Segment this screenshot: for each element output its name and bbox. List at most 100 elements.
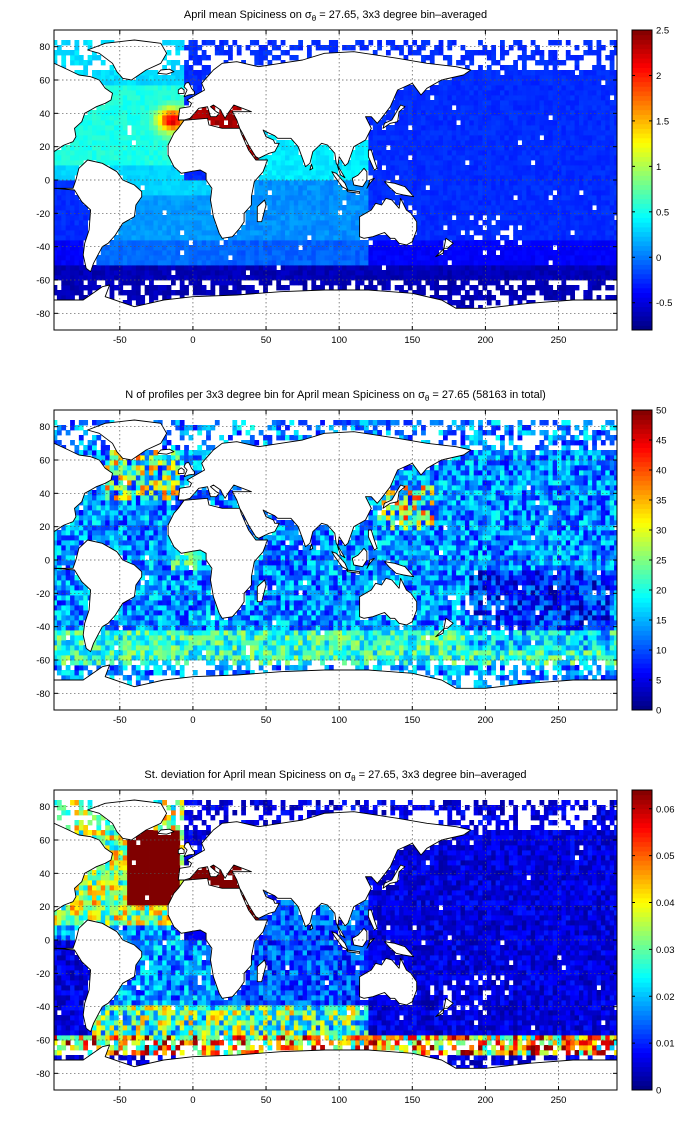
heatmap-cell bbox=[574, 275, 580, 281]
heatmap-cell bbox=[359, 165, 365, 171]
heatmap-cell bbox=[460, 185, 466, 191]
heatmap-cell bbox=[530, 260, 536, 266]
heatmap-cell bbox=[504, 100, 510, 106]
land-polygon bbox=[87, 39, 168, 81]
heatmap-cell bbox=[170, 220, 176, 226]
heatmap-cell bbox=[122, 165, 128, 171]
heatmap-cell bbox=[469, 665, 475, 671]
heatmap-cell bbox=[429, 235, 435, 241]
heatmap-cell bbox=[539, 250, 545, 256]
heatmap-cell bbox=[223, 245, 229, 251]
heatmap-cell bbox=[276, 205, 282, 211]
heatmap-cell bbox=[517, 90, 523, 96]
heatmap-cell bbox=[565, 55, 571, 61]
heatmap-cell bbox=[355, 665, 361, 671]
heatmap-cell bbox=[245, 220, 251, 226]
heatmap-cell bbox=[236, 260, 242, 266]
heatmap-cell bbox=[65, 245, 71, 251]
heatmap-cell bbox=[74, 165, 80, 171]
heatmap-cell bbox=[513, 200, 518, 206]
heatmap-cell bbox=[491, 265, 497, 271]
heatmap-cell bbox=[539, 170, 545, 176]
heatmap-cell bbox=[320, 230, 325, 236]
heatmap-cell bbox=[609, 125, 615, 131]
heatmap-cell bbox=[74, 60, 80, 66]
heatmap-cell bbox=[460, 100, 466, 106]
heatmap-cell bbox=[289, 270, 295, 276]
heatmap-cell bbox=[65, 170, 71, 176]
heatmap-cell bbox=[614, 145, 617, 151]
heatmap-cell bbox=[482, 285, 488, 291]
heatmap-cell bbox=[535, 225, 540, 231]
heatmap-cell bbox=[504, 260, 510, 266]
land-polygon bbox=[177, 51, 472, 179]
heatmap-cell bbox=[456, 155, 461, 161]
heatmap-cell bbox=[390, 240, 396, 246]
heatmap-cell bbox=[320, 240, 325, 246]
heatmap-cell bbox=[600, 170, 606, 176]
heatmap-cell bbox=[482, 80, 488, 86]
heatmap-cell bbox=[535, 245, 540, 251]
heatmap-cell bbox=[421, 170, 426, 176]
heatmap-cell bbox=[451, 40, 457, 46]
heatmap-cell bbox=[486, 215, 492, 221]
heatmap-cell bbox=[596, 125, 602, 131]
heatmap-cell bbox=[184, 185, 189, 191]
heatmap-cell bbox=[495, 265, 501, 271]
heatmap-cell bbox=[557, 125, 562, 131]
heatmap-cell bbox=[56, 175, 62, 181]
heatmap-cell bbox=[495, 125, 501, 131]
heatmap-cell bbox=[565, 150, 571, 156]
heatmap-cell bbox=[162, 185, 167, 191]
heatmap-cell bbox=[416, 140, 422, 146]
heatmap-cell bbox=[78, 55, 84, 61]
heatmap-cell bbox=[460, 270, 466, 276]
heatmap-cell bbox=[486, 205, 492, 211]
heatmap-cell bbox=[263, 185, 268, 191]
heatmap-cell bbox=[197, 190, 203, 196]
heatmap-cell bbox=[254, 50, 260, 56]
heatmap-cell bbox=[543, 115, 549, 121]
heatmap-cell bbox=[557, 85, 562, 91]
heatmap-cell bbox=[442, 160, 448, 166]
heatmap-cell bbox=[54, 150, 58, 156]
coastline-outlines bbox=[54, 39, 617, 330]
heatmap-cell bbox=[513, 240, 518, 246]
heatmap-cell bbox=[517, 80, 523, 86]
heatmap-cell bbox=[429, 285, 435, 291]
heatmap-cell bbox=[578, 675, 584, 681]
heatmap-cell bbox=[442, 675, 448, 681]
heatmap-cell bbox=[122, 255, 128, 261]
heatmap-cell bbox=[478, 80, 483, 86]
heatmap-cell bbox=[521, 290, 527, 296]
heatmap-cell bbox=[70, 210, 75, 216]
heatmap-cell bbox=[530, 110, 536, 116]
heatmap-cell bbox=[429, 195, 435, 201]
heatmap-cell bbox=[210, 115, 216, 121]
heatmap-cell bbox=[605, 295, 611, 301]
heatmap-cell bbox=[609, 265, 615, 271]
heatmap-cell bbox=[473, 210, 479, 216]
heatmap-cell bbox=[170, 105, 176, 111]
heatmap-cell bbox=[504, 660, 510, 666]
heatmap-cell bbox=[456, 150, 461, 156]
heatmap-cell bbox=[179, 270, 185, 276]
heatmap-cell bbox=[548, 75, 554, 81]
heatmap-cell bbox=[144, 175, 150, 181]
heatmap-cell bbox=[587, 75, 593, 81]
heatmap-cell bbox=[131, 295, 137, 301]
heatmap-cell bbox=[574, 105, 580, 111]
heatmap-cell bbox=[552, 265, 558, 271]
heatmap-cell bbox=[530, 85, 536, 91]
heatmap-cell bbox=[131, 85, 137, 91]
heatmap-cell bbox=[447, 180, 453, 186]
heatmap-cell bbox=[456, 240, 461, 246]
heatmap-cell bbox=[346, 235, 352, 241]
heatmap-cell bbox=[605, 75, 611, 81]
heatmap-cell bbox=[175, 220, 181, 226]
heatmap-cell bbox=[508, 90, 514, 96]
heatmap-cell bbox=[539, 60, 545, 66]
heatmap-cell bbox=[135, 105, 141, 111]
heatmap-cell bbox=[513, 165, 518, 171]
heatmap-cell bbox=[56, 290, 62, 296]
